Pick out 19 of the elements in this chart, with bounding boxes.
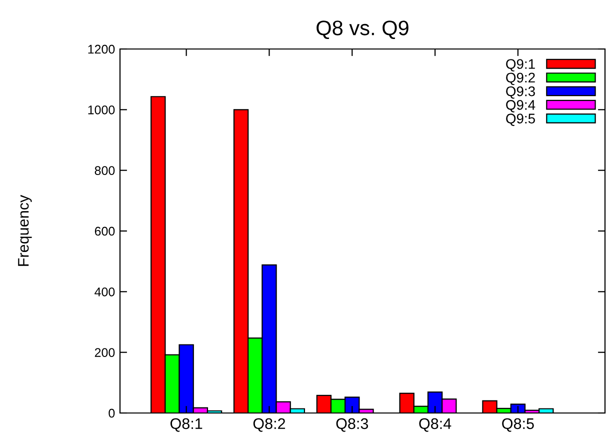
legend-label: Q9:4: [506, 100, 536, 112]
y-tick-label: 0: [108, 408, 115, 418]
x-tick-label: Q8:4: [419, 418, 452, 432]
y-axis-title: Frequency: [18, 194, 32, 266]
legend-label: Q9:1: [506, 59, 535, 72]
y-tick-label: 1000: [88, 105, 115, 114]
x-tick-label: Q8:1: [170, 418, 202, 432]
legend-label: Q9:2: [506, 72, 535, 86]
y-tick-label: 400: [94, 287, 115, 296]
x-tick-label: Q8:5: [502, 418, 534, 432]
y-tick-label: 1200: [88, 44, 115, 54]
legend-label: Q9:3: [506, 86, 535, 99]
y-tick-label: 800: [94, 166, 115, 175]
chart-title: Q8 vs. Q9: [316, 20, 408, 40]
legend-label: Q9:5: [506, 114, 535, 126]
x-tick-label: Q8:2: [253, 418, 286, 432]
y-tick-label: 600: [94, 226, 115, 236]
y-tick-label: 200: [94, 348, 115, 357]
x-tick-label: Q8:3: [336, 418, 368, 432]
